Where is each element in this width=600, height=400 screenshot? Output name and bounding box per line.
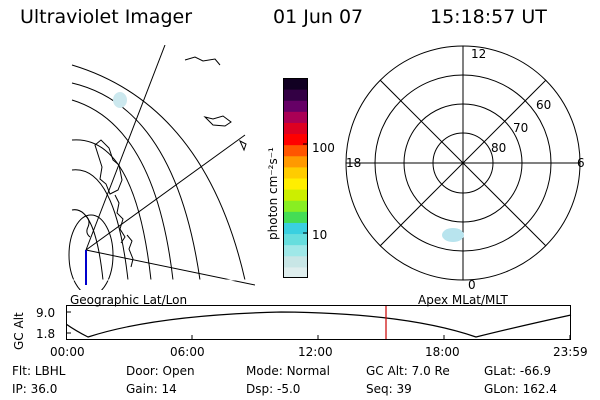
- colorbar-segment: [283, 89, 308, 101]
- instrument-title: Ultraviolet Imager: [20, 6, 193, 28]
- axis-diag-2: [379, 79, 547, 247]
- colorbar-segment: [283, 244, 308, 257]
- colorbar-segment: [283, 233, 308, 246]
- meridian-1: [85, 45, 166, 251]
- colorbar-segment: [283, 200, 308, 212]
- altitude-curve: [66, 311, 572, 338]
- altitude-plot: [66, 305, 572, 340]
- colorbar-segment: [283, 122, 308, 135]
- altitude-plot-frame: [66, 305, 571, 340]
- altitude-ylabel: GC Alt: [12, 312, 26, 350]
- colorbar-segment: [283, 78, 308, 90]
- status-seq: Seq: 39: [366, 382, 412, 396]
- colorbar-segment: [283, 166, 308, 179]
- mlt-label-6: 6: [577, 156, 585, 170]
- aurora-spot-polar: [442, 228, 464, 242]
- colorbar-segment: [283, 144, 308, 157]
- colorbar-unit-label: photon cm⁻²s⁻¹: [266, 147, 280, 240]
- colorbar-tick-100: 100: [312, 141, 335, 155]
- lat-arc-6: [71, 209, 104, 281]
- status-glon: GLon: 162.4: [484, 382, 557, 396]
- pole-ring: [68, 214, 114, 290]
- time-label: 15:18:57 UT: [430, 6, 547, 28]
- polar-plot: [345, 45, 581, 281]
- status-door: Door: Open: [126, 364, 195, 378]
- colorbar-segment: [283, 178, 308, 190]
- colorbar-segment: [283, 133, 308, 146]
- lat-arc-2: [71, 82, 201, 281]
- lat-arc-1: [71, 64, 246, 281]
- apex-panel-label: Apex MLat/MLT: [418, 293, 508, 307]
- colorbar-segment: [283, 222, 308, 235]
- status-dsp: Dsp: -5.0: [246, 382, 301, 396]
- mlat-label-60: 60: [536, 98, 552, 112]
- colorbar-segment: [283, 111, 308, 123]
- mlat-label-70: 70: [513, 121, 529, 135]
- mlt-label-0: 0: [468, 278, 476, 292]
- colorbar-segment: [283, 155, 308, 168]
- altitude-ytick-1-8: 1.8: [36, 327, 56, 341]
- status-mode: Mode: Normal: [246, 364, 330, 378]
- colorbar-segment: [283, 266, 308, 278]
- meridian-3: [85, 249, 255, 286]
- coastline: [84, 56, 247, 268]
- status-ip: IP: 36.0: [12, 382, 58, 396]
- status-gain: Gain: 14: [126, 382, 177, 396]
- colorbar-segment: [283, 211, 308, 223]
- aurora-spot-geo: [113, 92, 127, 108]
- date-label: 01 Jun 07: [273, 6, 364, 28]
- xtick-0600: 06:00: [170, 345, 205, 359]
- mlat-label-80: 80: [491, 141, 507, 155]
- xtick-1200: 12:00: [298, 345, 333, 359]
- colorbar-tick-10: 10: [312, 228, 328, 242]
- xtick-1800: 18:00: [425, 345, 460, 359]
- xtick-0000: 00:00: [50, 345, 85, 359]
- colorbar-segment: [283, 255, 308, 268]
- xtick-2359: 23:59: [553, 345, 588, 359]
- lat-arc-4: [71, 139, 152, 281]
- mlt-label-12: 12: [471, 47, 487, 61]
- status-glat: GLat: -66.9: [484, 364, 551, 378]
- colorbar: [283, 78, 308, 278]
- meridian-2: [85, 134, 246, 251]
- altitude-ytick-9: 9.0: [36, 306, 56, 320]
- geographic-map: [55, 45, 255, 290]
- geographic-panel-label: Geographic Lat/Lon: [70, 293, 188, 307]
- status-gc-alt: GC Alt: 7.0 Re: [366, 364, 450, 378]
- colorbar-segment: [283, 100, 308, 112]
- colorbar-frame: [283, 78, 308, 278]
- mlt-label-18: 18: [346, 156, 362, 170]
- status-flt: Flt: LBHL: [12, 364, 66, 378]
- colorbar-segment: [283, 189, 308, 201]
- lat-arc-3: [71, 99, 174, 281]
